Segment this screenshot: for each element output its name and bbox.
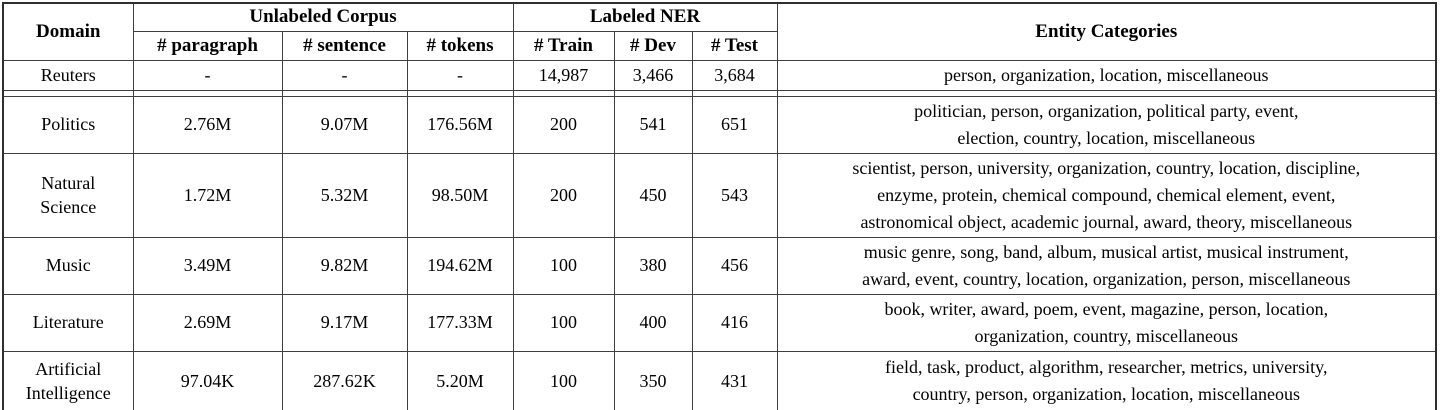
cell-domain: Music xyxy=(2,236,134,295)
header-row-groups: Domain Unlabeled Corpus Labeled NER Enti… xyxy=(2,2,1437,61)
header-num-tokens: # tokens xyxy=(406,30,514,61)
cell-tokens: - xyxy=(406,59,514,91)
header-num-train: # Train xyxy=(512,30,615,61)
header-num-paragraph: # paragraph xyxy=(132,30,283,61)
cell-entity-categories: politician, person, organization, politi… xyxy=(776,95,1437,154)
cell-entity-categories: scientist, person, university, organizat… xyxy=(776,152,1437,238)
cell-paragraph: 1.72M xyxy=(132,152,283,238)
cell-dev: 350 xyxy=(613,350,693,410)
cell-test: 456 xyxy=(691,236,778,295)
cell-dev: 400 xyxy=(613,293,693,352)
cell-domain: Natural Science xyxy=(2,152,134,238)
table-row-music: Music 3.49M 9.82M 194.62M 100 380 456 mu… xyxy=(2,236,1437,295)
cell-test: 431 xyxy=(691,350,778,410)
cell-dev: 450 xyxy=(613,152,693,238)
cell-paragraph: 3.49M xyxy=(132,236,283,295)
header-entity-categories: Entity Categories xyxy=(776,2,1437,61)
cell-sentence: 287.62K xyxy=(281,350,408,410)
cell-domain: Artificial Intelligence xyxy=(2,350,134,410)
header-num-test: # Test xyxy=(691,30,778,61)
cell-sentence: 5.32M xyxy=(281,152,408,238)
cell-tokens: 176.56M xyxy=(406,95,514,154)
cell-domain: Literature xyxy=(2,293,134,352)
cell-dev: 380 xyxy=(613,236,693,295)
cell-sentence: 9.07M xyxy=(281,95,408,154)
cell-paragraph: 2.69M xyxy=(132,293,283,352)
cell-paragraph: 97.04K xyxy=(132,350,283,410)
header-domain: Domain xyxy=(2,2,134,61)
cell-sentence: - xyxy=(281,59,408,91)
table-row-natural-science: Natural Science 1.72M 5.32M 98.50M 200 4… xyxy=(2,152,1437,238)
cell-domain: Reuters xyxy=(2,59,134,91)
cell-train: 100 xyxy=(512,350,615,410)
header-num-sentence: # sentence xyxy=(281,30,408,61)
cell-tokens: 177.33M xyxy=(406,293,514,352)
cell-entity-categories: book, writer, award, poem, event, magazi… xyxy=(776,293,1437,352)
cell-paragraph: 2.76M xyxy=(132,95,283,154)
cell-train: 100 xyxy=(512,293,615,352)
cell-entity-categories: music genre, song, band, album, musical … xyxy=(776,236,1437,295)
table-row-politics: Politics 2.76M 9.07M 176.56M 200 541 651… xyxy=(2,95,1437,154)
cell-train: 100 xyxy=(512,236,615,295)
cell-tokens: 194.62M xyxy=(406,236,514,295)
cell-dev: 541 xyxy=(613,95,693,154)
cell-test: 3,684 xyxy=(691,59,778,91)
cell-domain: Politics xyxy=(2,95,134,154)
cell-dev: 3,466 xyxy=(613,59,693,91)
cell-tokens: 98.50M xyxy=(406,152,514,238)
cell-sentence: 9.17M xyxy=(281,293,408,352)
cell-entity-categories: field, task, product, algorithm, researc… xyxy=(776,350,1437,410)
header-num-dev: # Dev xyxy=(613,30,693,61)
cell-entity-categories: person, organization, location, miscella… xyxy=(776,59,1437,91)
header-labeled-ner: Labeled NER xyxy=(512,2,778,32)
cell-test: 543 xyxy=(691,152,778,238)
header-unlabeled-corpus: Unlabeled Corpus xyxy=(132,2,514,32)
table-row-artificial-intelligence: Artificial Intelligence 97.04K 287.62K 5… xyxy=(2,350,1437,410)
cell-paragraph: - xyxy=(132,59,283,91)
table-row-reuters: Reuters - - - 14,987 3,466 3,684 person,… xyxy=(2,59,1437,91)
cell-tokens: 5.20M xyxy=(406,350,514,410)
table-row-literature: Literature 2.69M 9.17M 177.33M 100 400 4… xyxy=(2,293,1437,352)
cell-test: 416 xyxy=(691,293,778,352)
cell-test: 651 xyxy=(691,95,778,154)
cell-train: 14,987 xyxy=(512,59,615,91)
cell-train: 200 xyxy=(512,95,615,154)
cell-sentence: 9.82M xyxy=(281,236,408,295)
cell-train: 200 xyxy=(512,152,615,238)
header-row-sub: # paragraph # sentence # tokens # Train … xyxy=(3,30,1436,61)
